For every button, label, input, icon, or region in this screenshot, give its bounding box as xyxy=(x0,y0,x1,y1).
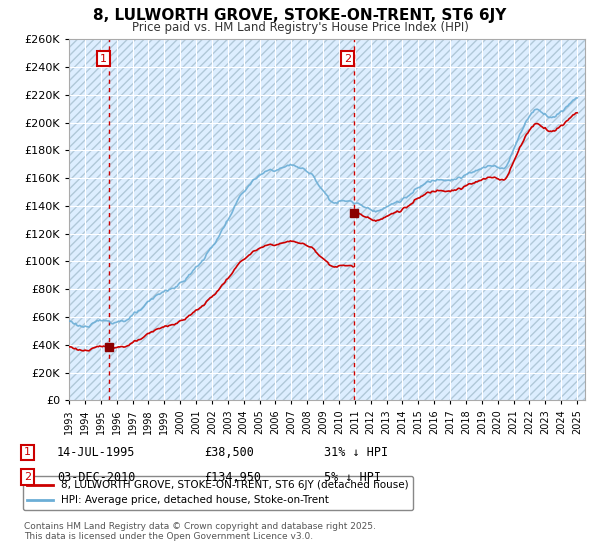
Text: 5% ↓ HPI: 5% ↓ HPI xyxy=(324,470,381,484)
Text: 1: 1 xyxy=(24,447,31,458)
Text: Contains HM Land Registry data © Crown copyright and database right 2025.
This d: Contains HM Land Registry data © Crown c… xyxy=(24,522,376,542)
Text: Price paid vs. HM Land Registry's House Price Index (HPI): Price paid vs. HM Land Registry's House … xyxy=(131,21,469,34)
Text: 2: 2 xyxy=(344,54,351,64)
Text: 03-DEC-2010: 03-DEC-2010 xyxy=(57,470,136,484)
Text: 31% ↓ HPI: 31% ↓ HPI xyxy=(324,446,388,459)
Text: 1: 1 xyxy=(100,54,107,64)
Text: 14-JUL-1995: 14-JUL-1995 xyxy=(57,446,136,459)
Text: 8, LULWORTH GROVE, STOKE-ON-TRENT, ST6 6JY: 8, LULWORTH GROVE, STOKE-ON-TRENT, ST6 6… xyxy=(94,8,506,22)
Text: £38,500: £38,500 xyxy=(204,446,254,459)
Text: 2: 2 xyxy=(24,472,31,482)
Text: £134,950: £134,950 xyxy=(204,470,261,484)
Legend: 8, LULWORTH GROVE, STOKE-ON-TRENT, ST6 6JY (detached house), HPI: Average price,: 8, LULWORTH GROVE, STOKE-ON-TRENT, ST6 6… xyxy=(23,476,413,510)
